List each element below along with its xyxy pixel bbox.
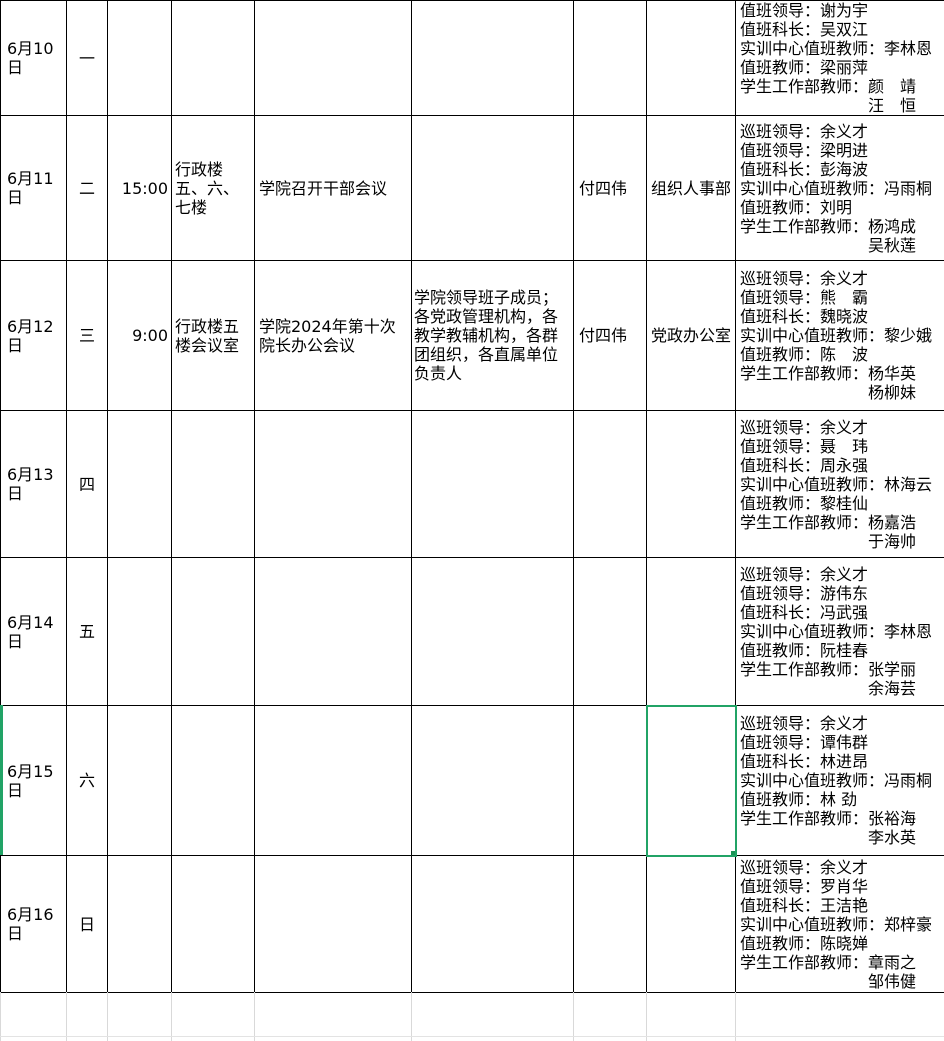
cell-weekday[interactable]: 五: [67, 558, 108, 706]
cell-attendees[interactable]: 学院领导班子成员；各党政管理机构，各教学教辅机构，各群团组织，各直属单位负责人: [412, 261, 574, 411]
cell-time[interactable]: [108, 706, 172, 856]
duty-schedule-table: 6月10日 一 值班领导：谢为宇 值班科长：吴双江 实训中心值班教师：李林恩 值…: [0, 0, 944, 993]
cell-weekday[interactable]: 二: [67, 116, 108, 261]
cell-attendees[interactable]: [412, 558, 574, 706]
cell-date[interactable]: 6月15日: [1, 706, 67, 856]
cell-event[interactable]: [255, 1, 412, 116]
cell-duty-roster[interactable]: 巡班领导：余义才 值班领导：游伟东 值班科长：冯武强 实训中心值班教师：李林恩 …: [736, 558, 944, 706]
cell-duty-roster[interactable]: 巡班领导：余义才 值班领导：谭伟群 值班科长：林进昂 实训中心值班教师：冯雨桐 …: [736, 706, 944, 856]
cell-duty-roster[interactable]: 巡班领导：余义才 值班领导：梁明进 值班科长：彭海波 实训中心值班教师：冯雨桐 …: [736, 116, 944, 261]
cell-duty-roster[interactable]: 巡班领导：余义才 值班领导：熊 霸 值班科长：魏晓波 实训中心值班教师：黎少娥 …: [736, 261, 944, 411]
cell-leader[interactable]: [574, 706, 647, 856]
cell-event[interactable]: [255, 411, 412, 558]
cell-weekday[interactable]: 日: [67, 856, 108, 993]
cell-weekday[interactable]: 三: [67, 261, 108, 411]
cell-department[interactable]: [647, 558, 736, 706]
cell-date[interactable]: 6月13日: [1, 411, 67, 558]
faint-gridline: [0, 1036, 944, 1037]
cell-weekday[interactable]: 四: [67, 411, 108, 558]
empty-cell[interactable]: [108, 992, 172, 1041]
cell-event[interactable]: [255, 706, 412, 856]
cell-leader[interactable]: [574, 558, 647, 706]
empty-grid-area[interactable]: [0, 992, 944, 1041]
empty-cell[interactable]: [172, 992, 255, 1041]
cell-location[interactable]: [172, 1, 255, 116]
cell-duty-roster[interactable]: 巡班领导：余义才 值班领导：聂 玮 值班科长：周永强 实训中心值班教师：林海云 …: [736, 411, 944, 558]
selected-cell[interactable]: [646, 705, 737, 857]
cell-attendees[interactable]: [412, 116, 574, 261]
cell-date[interactable]: 6月10日: [1, 1, 67, 116]
empty-cell[interactable]: [736, 992, 944, 1041]
cell-department[interactable]: [647, 1, 736, 116]
empty-cell[interactable]: [67, 992, 108, 1041]
cell-leader[interactable]: 付四伟: [574, 116, 647, 261]
cell-department[interactable]: 组织人事部: [647, 116, 736, 261]
cell-attendees[interactable]: [412, 411, 574, 558]
selection-row-indicator: [0, 705, 3, 855]
cell-time[interactable]: 9:00: [108, 261, 172, 411]
fill-handle[interactable]: [730, 850, 735, 855]
cell-location[interactable]: [172, 706, 255, 856]
cell-date[interactable]: 6月16日: [1, 856, 67, 993]
cell-time[interactable]: [108, 1, 172, 116]
cell-department[interactable]: [647, 411, 736, 558]
cell-duty-roster[interactable]: 巡班领导：余义才 值班领导：罗肖华 值班科长：王洁艳 实训中心值班教师：郑梓豪 …: [736, 856, 944, 993]
cell-location[interactable]: [172, 856, 255, 993]
cell-date[interactable]: 6月14日: [1, 558, 67, 706]
cell-time[interactable]: [108, 558, 172, 706]
empty-cell[interactable]: [647, 992, 736, 1041]
cell-event[interactable]: [255, 558, 412, 706]
cell-time[interactable]: [108, 411, 172, 558]
cell-department[interactable]: 党政办公室: [647, 261, 736, 411]
cell-weekday[interactable]: 一: [67, 1, 108, 116]
empty-cell[interactable]: [574, 992, 647, 1041]
cell-date[interactable]: 6月11日: [1, 116, 67, 261]
cell-location[interactable]: [172, 411, 255, 558]
cell-event[interactable]: [255, 856, 412, 993]
cell-time[interactable]: [108, 856, 172, 993]
cell-location[interactable]: 行政楼五、六、七楼: [172, 116, 255, 261]
cell-leader[interactable]: [574, 856, 647, 993]
cell-attendees[interactable]: [412, 1, 574, 116]
cell-location[interactable]: [172, 558, 255, 706]
cell-time[interactable]: 15:00: [108, 116, 172, 261]
cell-event[interactable]: 学院召开干部会议: [255, 116, 412, 261]
cell-attendees[interactable]: [412, 706, 574, 856]
cell-event[interactable]: 学院2024年第十次院长办公会议: [255, 261, 412, 411]
cell-attendees[interactable]: [412, 856, 574, 993]
cell-duty-roster[interactable]: 值班领导：谢为宇 值班科长：吴双江 实训中心值班教师：李林恩 值班教师：梁丽萍 …: [736, 1, 944, 116]
cell-location[interactable]: 行政楼五楼会议室: [172, 261, 255, 411]
empty-cell[interactable]: [255, 992, 412, 1041]
cell-date[interactable]: 6月12日: [1, 261, 67, 411]
cell-department[interactable]: [647, 856, 736, 993]
empty-cell[interactable]: [412, 992, 574, 1041]
cell-leader[interactable]: [574, 411, 647, 558]
cell-leader[interactable]: 付四伟: [574, 261, 647, 411]
empty-cell[interactable]: [1, 992, 67, 1041]
cell-leader[interactable]: [574, 1, 647, 116]
cell-weekday[interactable]: 六: [67, 706, 108, 856]
